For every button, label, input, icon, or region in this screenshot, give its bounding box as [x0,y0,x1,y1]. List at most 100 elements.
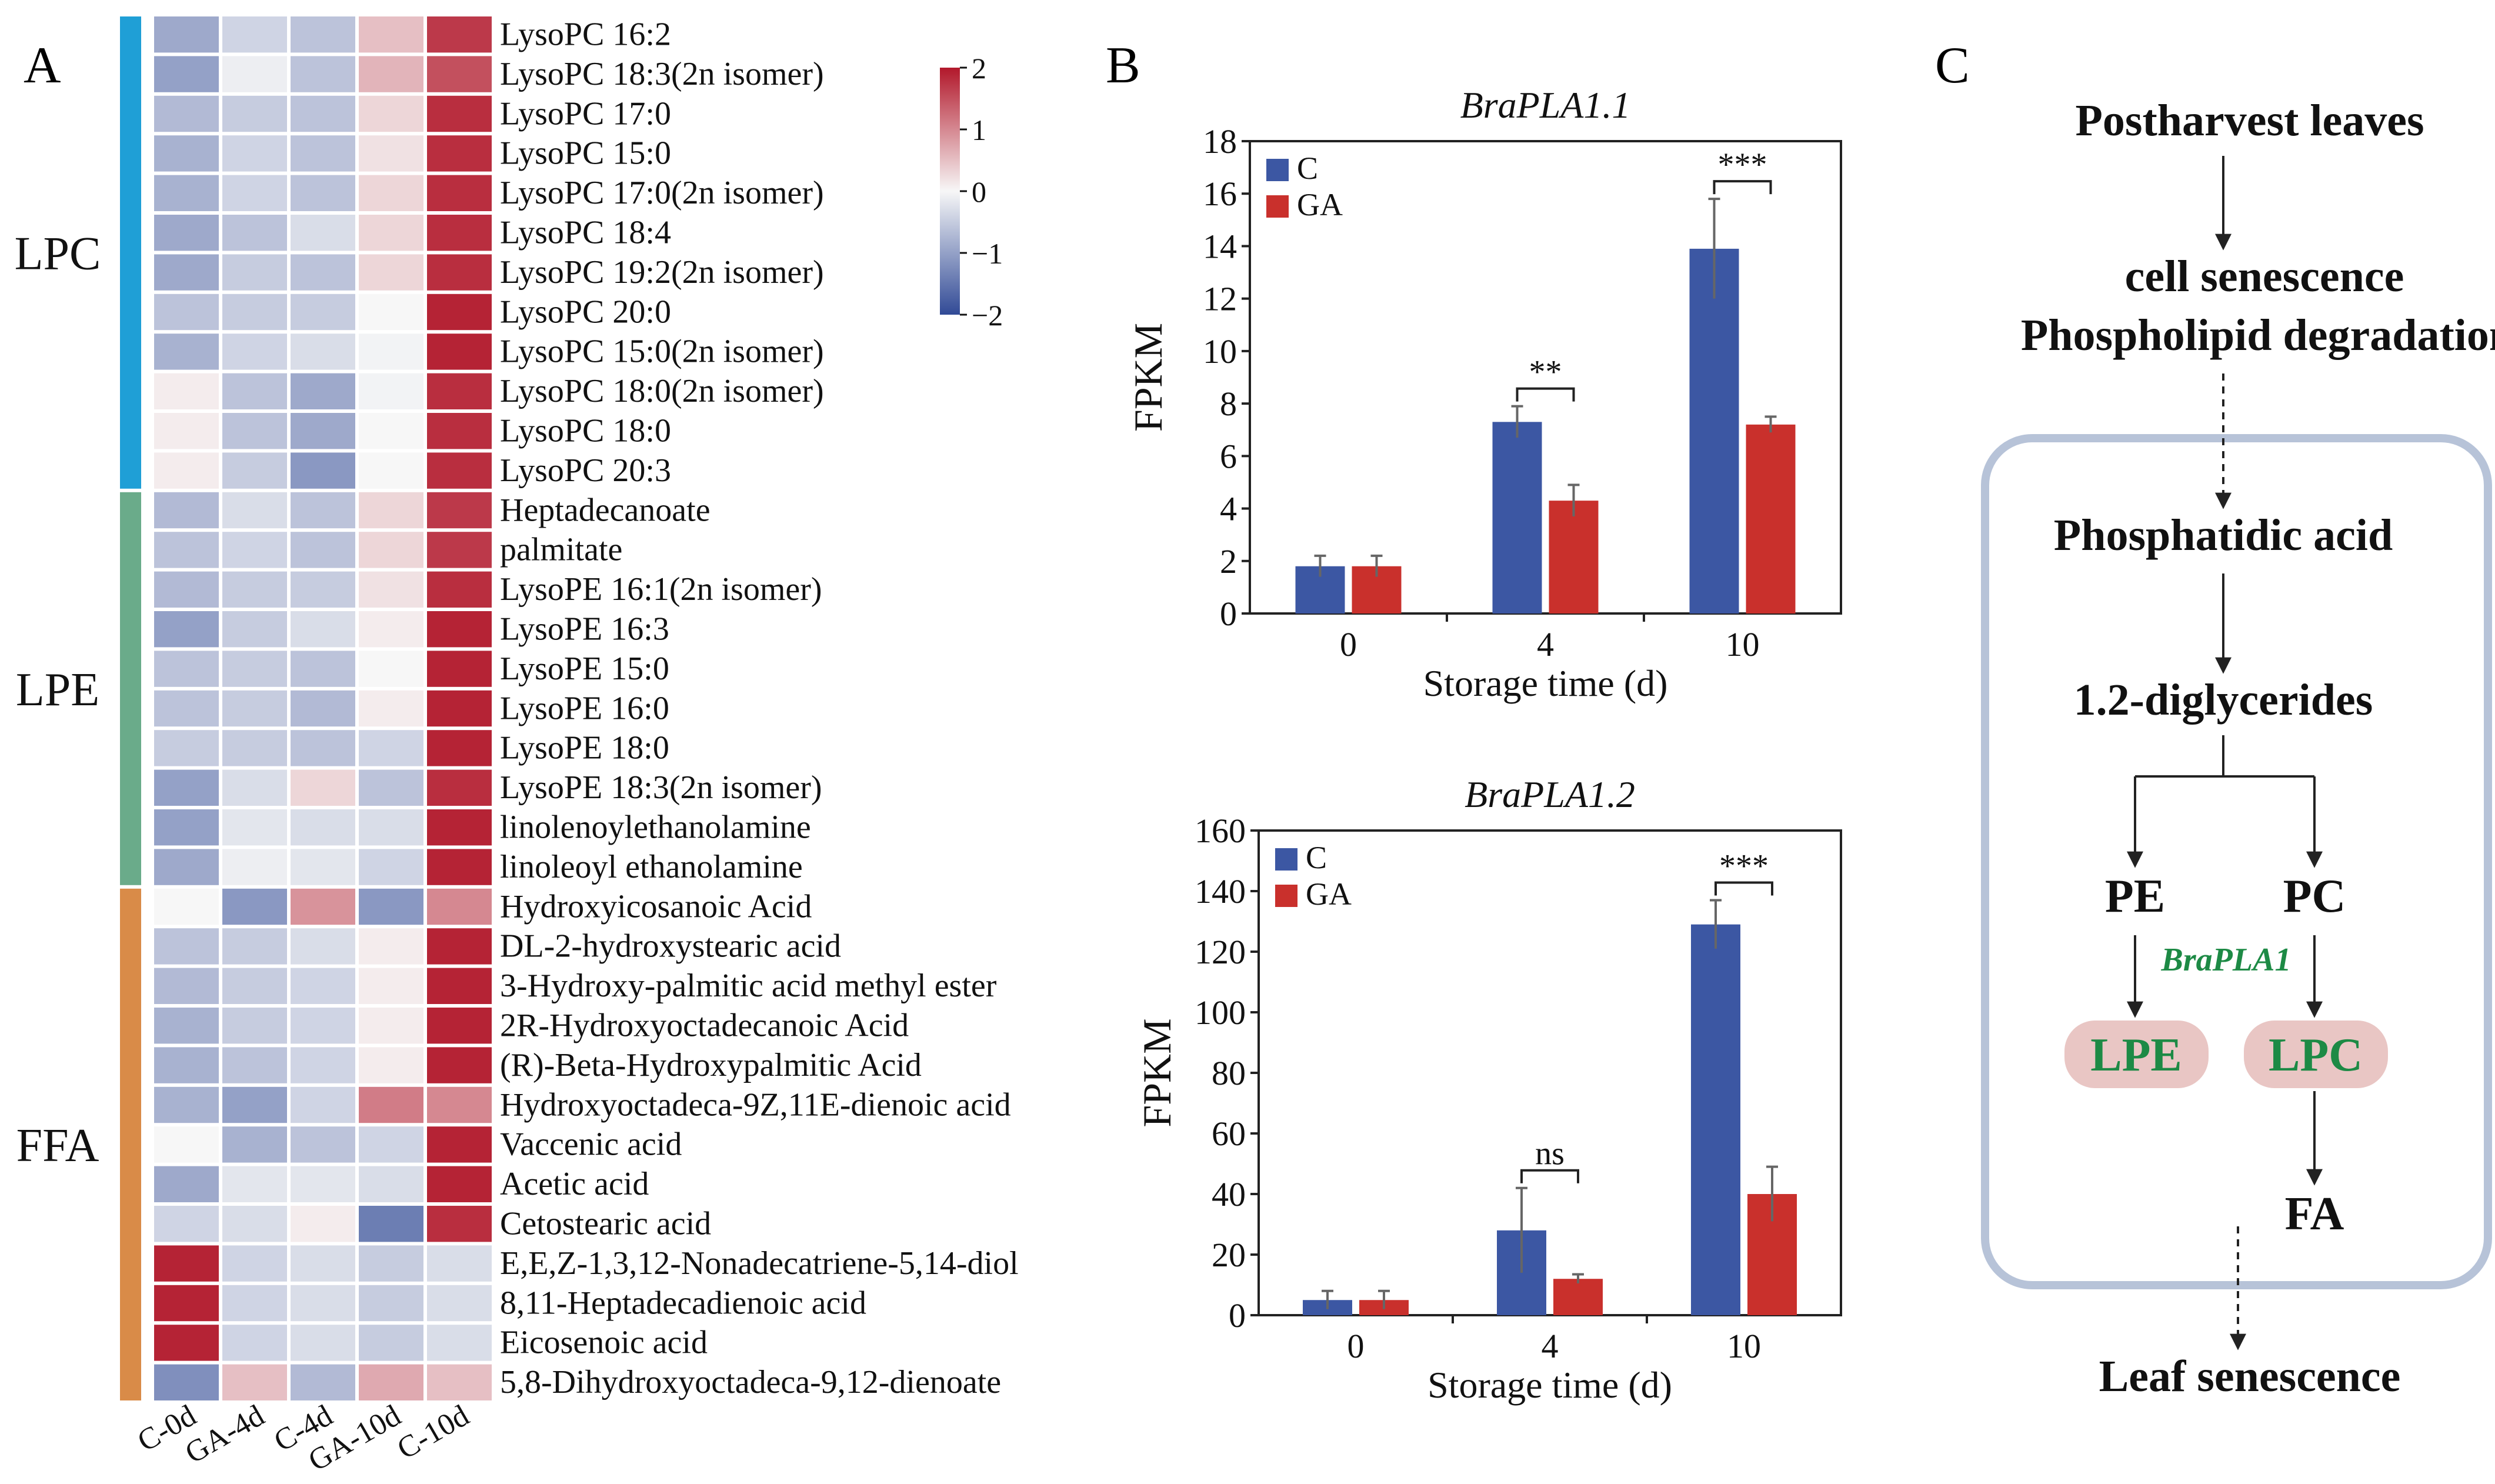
legend-label-ga: GA [1297,187,1343,222]
heatmap-cell [154,651,219,687]
heatmap-cell [154,730,219,766]
heatmap-cell [291,1245,355,1282]
y-tick-label: 0 [1220,595,1237,633]
heatmap-cell [359,690,423,727]
heatmap-cell [154,1166,219,1202]
heatmap-cell [222,809,287,846]
plot-frame [1249,140,1842,615]
heatmap-cell [359,888,423,925]
heatmap-group-bar [120,16,141,489]
heatmap-cell [427,1008,492,1044]
heatmap-cell [222,215,287,251]
y-tick-label: 18 [1203,122,1237,161]
heatmap-cell [359,1364,423,1400]
heatmap-cell [291,135,355,172]
x-tick-label: 10 [1726,625,1760,663]
heatmap-row-label: E,E,Z-1,3,12-Nonadecatriene-5,14-diol [500,1245,1019,1282]
heatmap-cell [359,492,423,529]
heatmap-cell [427,809,492,846]
heatmap-cell [291,1086,355,1123]
heatmap-row-label: LysoPE 16:1(2n isomer) [500,571,822,608]
postharvest-leaves-label: Postharvest leaves [2075,96,2424,145]
heatmap-cell [291,809,355,846]
heatmap-cell [291,16,355,53]
significance-bracket [1520,1169,1579,1183]
heatmap-row-label: Eicosenoic acid [500,1325,708,1361]
pe-label: PE [2105,871,2165,922]
bar-c [1492,422,1542,613]
heatmap-cell [291,651,355,687]
heatmap-cell [154,1008,219,1044]
heatmap-row-label: DL-2-hydroxystearic acid [500,928,841,965]
heatmap-cell [359,334,423,370]
heatmap-cell [359,849,423,885]
heatmap-row-label: 5,8-Dihydroxyoctadeca-9,12-dienoate [500,1364,1001,1400]
brapla1-enzyme-label: BraPLA1 [2161,942,2291,978]
lpe-pill [2064,1021,2209,1088]
heatmap-cell [291,1285,355,1322]
heatmap-cell [291,254,355,291]
heatmap-row-label: LysoPC 17:0(2n isomer) [500,175,824,211]
heatmap-cell [222,373,287,409]
chart-title: BraPLA1.1 [1460,84,1631,126]
bar-ga [1553,1279,1603,1315]
heatmap-cell [222,888,287,925]
heatmap-row-label: LysoPE 18:0 [500,730,669,766]
heatmap-cell [222,1047,287,1083]
heatmap-group-bar [120,888,141,1400]
heatmap-cell [291,1126,355,1163]
heatmap-row-label: Cetostearic acid [500,1206,711,1242]
heatmap-cell [154,452,219,489]
heatmap-cell [222,1206,287,1242]
heatmap-cell [427,413,492,449]
heatmap-cell [291,849,355,885]
heatmap-cell [291,1364,355,1400]
pc-label: PC [2283,871,2346,922]
heatmap-group-label: FFA [16,1120,99,1172]
bar-ga [1746,424,1796,613]
phospholipid-degradation-label: Phospholipid degradation [2021,311,2495,360]
heatmap-row-label: LysoPC 20:3 [500,452,671,489]
heatmap-cell [359,254,423,291]
heatmap-cell [222,492,287,529]
heatmap-cell [291,334,355,370]
leaf-senescence-label: Leaf senescence [2099,1352,2401,1401]
heatmap-cell [427,492,492,529]
heatmap-cell [359,571,423,608]
legend-label-c: C [1297,151,1318,186]
legend-label-c: C [1306,840,1327,875]
heatmap-cell [291,294,355,331]
heatmap-cell [359,1325,423,1361]
heatmap-cell [427,928,492,965]
heatmap-row-label: LysoPC 15:0 [500,135,671,172]
heatmap-cell [222,1126,287,1163]
heatmap-row-label: linolenoylethanolamine [500,809,811,846]
heatmap-cell [427,968,492,1004]
heatmap-cell [291,1008,355,1044]
heatmap-cell [222,1285,287,1322]
heatmap-row-label: 2R-Hydroxyoctadecanoic Acid [500,1008,909,1044]
heatmap-cell [291,730,355,766]
heatmap-cell [291,571,355,608]
y-axis-label: FPKM [1126,323,1170,432]
heatmap-cell [291,373,355,409]
heatmap-cell [222,1086,287,1123]
bar-ga [1549,501,1599,613]
heatmap-cell [427,1245,492,1282]
heatmap-cell [427,651,492,687]
heatmap-cell [359,1047,423,1083]
heatmap-cell [359,452,423,489]
heatmap-cell [154,1047,219,1083]
heatmap-cell [359,373,423,409]
heatmap-cell [359,1086,423,1123]
heatmap-cell [427,611,492,648]
heatmap-cell [359,651,423,687]
heatmap-cell [154,175,219,211]
heatmap-cell [154,95,219,132]
heatmap-cell [222,651,287,687]
heatmap-cell [427,532,492,568]
heatmap-row-label: LysoPC 18:0(2n isomer) [500,373,824,409]
heatmap-cell [427,1086,492,1123]
heatmap-row-label: LysoPE 18:3(2n isomer) [500,769,822,806]
